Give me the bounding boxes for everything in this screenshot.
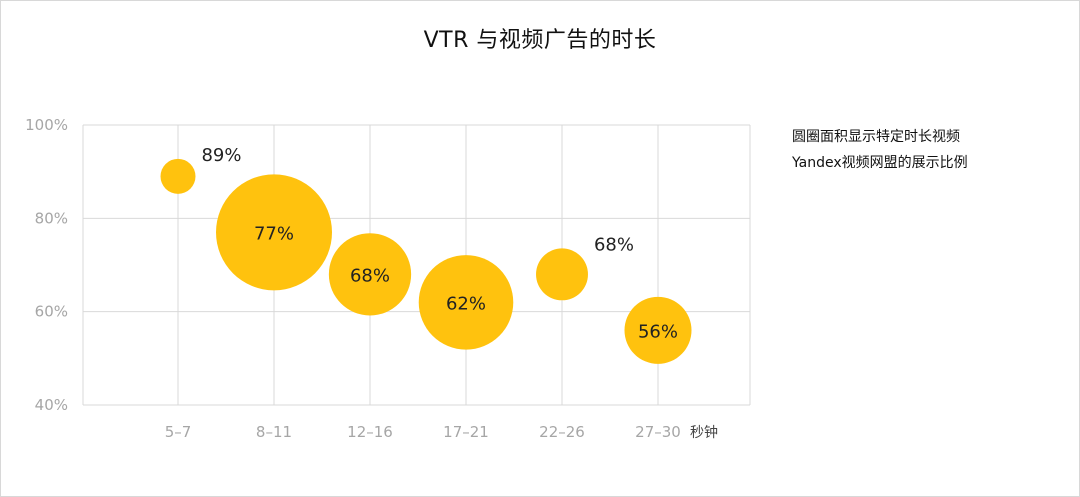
bubble [536,248,588,301]
y-tick-label: 80% [35,209,68,227]
data-label: 89% [201,145,241,166]
x-axis-ticks: 5–7 8–11 12–16 17–21 22–26 27–30 [165,423,681,441]
data-label: 77% [254,223,294,244]
x-tick-label: 22–26 [539,423,585,441]
bubble [160,158,196,194]
x-tick-label: 17–21 [443,423,489,441]
y-axis-ticks: 40% 60% 80% 100% [25,116,68,414]
data-label: 68% [594,234,634,255]
y-tick-label: 40% [35,396,68,414]
bubble [418,255,514,350]
x-tick-label: 8–11 [256,423,292,441]
x-tick-label: 12–16 [347,423,393,441]
bubble [216,174,332,291]
data-label: 56% [638,321,678,342]
bubbles [160,158,692,364]
data-label: 62% [446,293,486,314]
y-tick-label: 60% [35,303,68,321]
bubble [328,233,412,316]
bubble-size-note: 圆圈面积显示特定时长视频 Yandex视频网盟的展示比例 [792,124,968,176]
note-line-1: 圆圈面积显示特定时长视频 [792,129,960,145]
x-axis-unit: 秒钟 [690,424,718,441]
bubble [624,296,692,364]
data-label: 68% [350,265,390,286]
x-tick-label: 5–7 [165,423,192,441]
y-tick-label: 100% [25,116,68,134]
chart-title: VTR 与视频广告的时长 [423,28,657,53]
data-labels: 89% 77% 68% 62% 68% 56% [201,145,678,342]
note-line-2: Yandex视频网盟的展示比例 [792,155,968,171]
x-tick-label: 27–30 [635,423,681,441]
